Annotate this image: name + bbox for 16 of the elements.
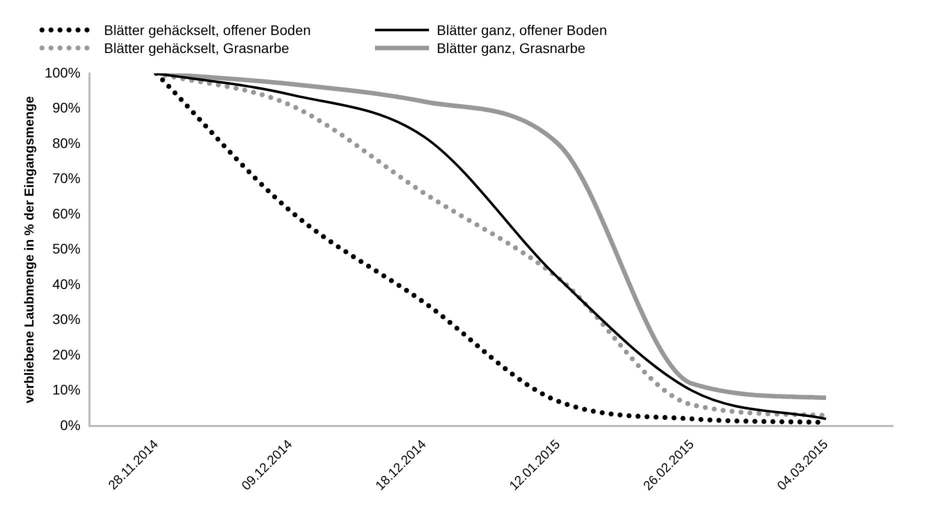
y-tick-label: 20%: [52, 346, 80, 362]
y-tick-label: 30%: [52, 311, 80, 328]
y-tick-label: 50%: [52, 240, 80, 257]
legend-label: Blätter ganz, offener Boden: [436, 22, 607, 38]
y-tick-label: 60%: [52, 205, 80, 222]
y-tick-label: 0%: [60, 416, 80, 433]
legend-label: Blätter ganz, Grasnarbe: [436, 40, 586, 56]
y-axis-title: verbliebene Laubmenge in % der Eingangsmenge: [21, 96, 36, 404]
y-tick-label: 10%: [52, 382, 80, 398]
legend-label: Blätter gehäckselt, Grasnarbe: [104, 40, 290, 56]
y-tick-label: 80%: [52, 134, 80, 151]
y-tick-label: 100%: [44, 64, 80, 80]
y-tick-label: 40%: [52, 276, 80, 292]
legend-label: Blätter gehäckselt, offener Boden: [104, 22, 311, 38]
y-tick-label: 90%: [52, 100, 80, 116]
y-tick-label: 70%: [52, 170, 80, 186]
